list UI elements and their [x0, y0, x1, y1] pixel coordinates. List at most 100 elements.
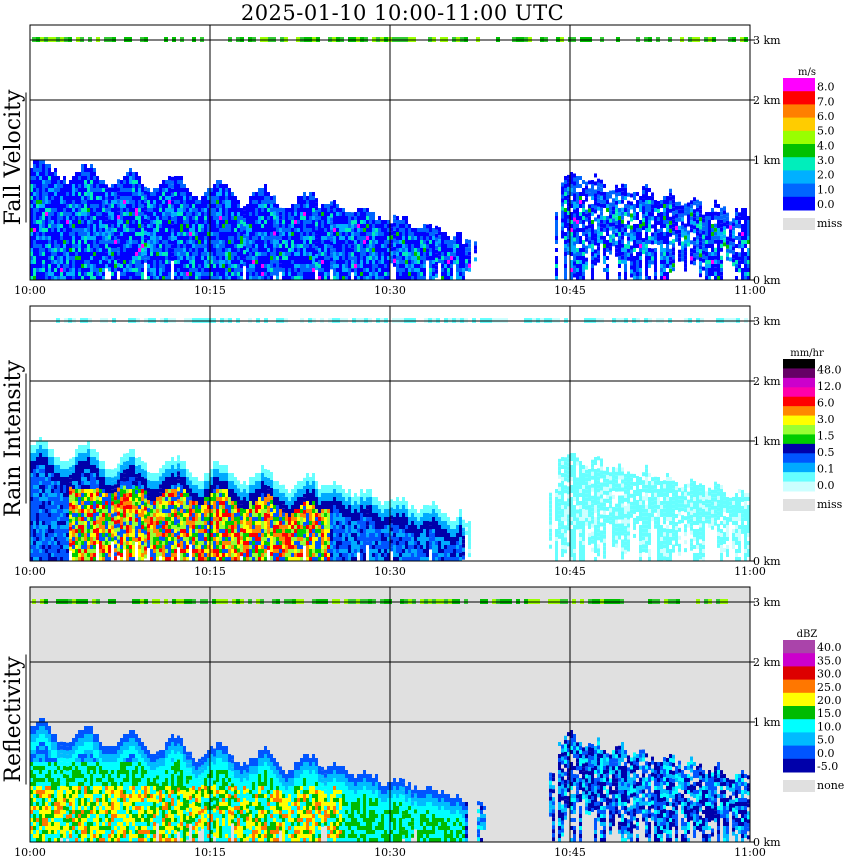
echo-cell	[693, 241, 696, 246]
echo-cell	[681, 209, 684, 214]
echo-cell	[141, 236, 144, 240]
echo-cell	[279, 215, 282, 220]
echo-cell	[624, 184, 627, 188]
echo-cell	[189, 240, 192, 244]
echo-cell	[93, 525, 96, 529]
echo-cell	[60, 465, 63, 469]
echo-cell	[318, 256, 321, 260]
echo-cell	[366, 268, 369, 272]
echo-cell	[165, 204, 168, 208]
echo-cell	[123, 244, 126, 248]
echo-cell	[207, 260, 210, 264]
echo-cell	[357, 268, 360, 272]
echo-cell	[264, 220, 267, 224]
echo-cell	[342, 220, 345, 224]
echo-cell	[69, 534, 72, 539]
echo-cell	[267, 200, 270, 204]
echo-cell	[606, 196, 609, 200]
echo-cell	[105, 260, 108, 265]
echo-cell	[735, 224, 738, 228]
echo-cell	[108, 501, 111, 505]
echo-cell	[78, 228, 81, 232]
echo-cell	[564, 255, 567, 260]
echo-cell	[165, 260, 168, 264]
echo-cell	[672, 203, 675, 208]
echo-cell	[282, 256, 285, 260]
echo-cell	[651, 212, 654, 217]
echo-cell	[87, 529, 90, 533]
echo-cell	[645, 236, 648, 240]
echo-cell	[693, 225, 696, 230]
echo-cell	[246, 236, 249, 240]
echo-cell	[573, 269, 576, 274]
echo-cell	[87, 244, 90, 248]
echo-cell	[78, 481, 81, 485]
echo-cell	[84, 260, 87, 264]
echo-cell	[204, 204, 207, 208]
echo-cell	[240, 256, 243, 260]
echo-cell	[612, 214, 615, 219]
echo-cell	[138, 240, 141, 244]
echo-cell	[213, 272, 216, 276]
echo-cell	[186, 200, 189, 204]
echo-cell	[300, 228, 303, 232]
echo-cell	[669, 224, 672, 229]
echo-cell	[90, 212, 93, 216]
echo-cell	[162, 196, 165, 200]
echo-cell	[51, 244, 54, 248]
echo-cell	[714, 255, 717, 260]
echo-cell	[219, 240, 222, 244]
echo-cell	[30, 204, 33, 208]
echo-cell	[162, 180, 165, 184]
echo-cell	[72, 220, 75, 224]
echo-cell	[105, 509, 108, 513]
echo-cell	[180, 248, 183, 252]
echo-cell	[321, 252, 324, 256]
echo-cell	[381, 248, 384, 252]
echo-cell	[81, 453, 84, 457]
echo-cell	[717, 212, 720, 216]
echo-cell	[84, 465, 87, 469]
echo-cell	[147, 228, 150, 232]
echo-cell	[282, 264, 285, 268]
echo-cell	[153, 228, 156, 232]
echo-cell	[51, 493, 54, 497]
echo-cell	[411, 252, 414, 256]
echo-cell	[582, 200, 585, 204]
echo-cell	[84, 477, 87, 481]
echo-cell	[33, 252, 36, 256]
echo-cell	[582, 216, 585, 220]
echo-cell	[69, 260, 72, 264]
y-axis-label: Fall Velocity	[1, 89, 26, 225]
echo-cell	[288, 232, 291, 236]
echo-cell	[204, 216, 207, 220]
echo-cell	[150, 232, 153, 236]
echo-cell	[144, 202, 147, 207]
echo-cell	[78, 256, 81, 260]
echo-cell	[129, 260, 132, 264]
echo-cell	[144, 230, 147, 235]
echo-cell	[747, 236, 750, 240]
echo-cell	[657, 200, 660, 205]
echo-cell	[633, 208, 636, 212]
echo-cell	[45, 533, 48, 537]
echo-cell	[222, 208, 225, 212]
echo-cell	[57, 256, 60, 260]
echo-cell	[285, 232, 288, 236]
echo-cell	[591, 252, 594, 256]
echo-cell	[54, 509, 57, 513]
echo-cell	[81, 196, 84, 200]
echo-cell	[618, 208, 621, 212]
echo-cell	[612, 190, 615, 195]
echo-cell	[462, 276, 465, 280]
echo-cell	[189, 204, 192, 208]
echo-cell	[156, 240, 159, 244]
echo-cell	[375, 260, 378, 264]
echo-cell	[111, 228, 114, 232]
echo-cell	[108, 215, 111, 220]
echo-cell	[423, 276, 426, 280]
echo-cell	[579, 212, 582, 216]
echo-cell	[570, 252, 573, 256]
echo-cell	[231, 240, 234, 244]
echo-cell	[60, 509, 63, 513]
